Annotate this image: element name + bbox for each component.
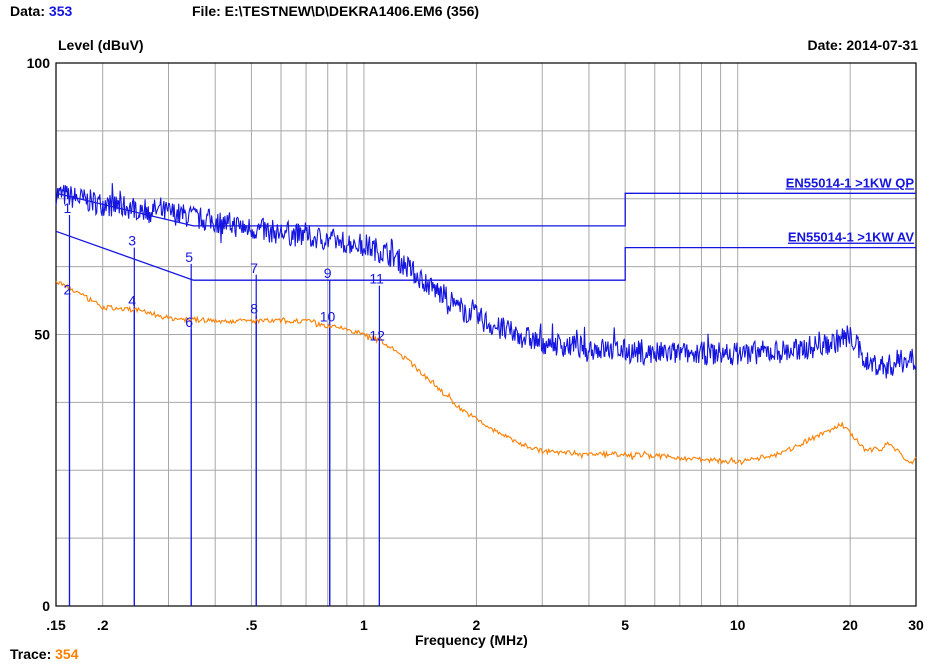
date-label: Date: 2014-07-31 xyxy=(807,37,918,53)
x-tick-label: 2 xyxy=(473,617,481,633)
marker-label-1: 1 xyxy=(63,200,71,216)
limit-line-av xyxy=(55,230,916,281)
file-name: File: E:\TESTNEW\D\DEKRA1406.EM6 (356) xyxy=(192,3,480,19)
y-tick-label: 0 xyxy=(42,598,50,614)
x-tick-label: .2 xyxy=(97,617,109,633)
marker-label-4: 4 xyxy=(128,292,136,308)
marker-label-5: 5 xyxy=(185,249,193,265)
trace-id-header: Trace: 354 xyxy=(10,646,79,662)
trace-series xyxy=(55,183,917,466)
marker-label-12: 12 xyxy=(369,328,385,344)
marker-label-8: 8 xyxy=(250,300,258,316)
limit-label-qp: EN55014-1 >1KW QP xyxy=(786,175,915,190)
marker-lines xyxy=(68,215,381,606)
x-tick-label: 1 xyxy=(360,617,368,633)
y-tick-label: 100 xyxy=(27,55,51,71)
marker-label-3: 3 xyxy=(128,233,136,249)
x-tick-label: 30 xyxy=(908,617,924,633)
x-tick-label: 5 xyxy=(621,617,629,633)
marker-label-11: 11 xyxy=(369,271,384,287)
marker-label-7: 7 xyxy=(250,260,258,276)
trace-peak xyxy=(55,183,917,379)
data-id-header: Data: 353 xyxy=(10,3,72,19)
marker-label-9: 9 xyxy=(324,265,332,281)
data-label: Data: xyxy=(10,3,46,19)
limit-label-av: EN55014-1 >1KW AV xyxy=(788,230,914,245)
x-axis-label: Frequency (MHz) xyxy=(415,632,528,648)
grid xyxy=(55,62,917,607)
y-tick-label: 50 xyxy=(34,327,50,343)
trace-average xyxy=(55,280,917,466)
trace-value: 354 xyxy=(55,646,79,662)
x-tick-label: 10 xyxy=(730,617,746,633)
data-value: 353 xyxy=(48,3,73,19)
x-tick-label: 20 xyxy=(842,617,858,633)
x-tick-label: .5 xyxy=(246,617,258,633)
x-tick-label: .15 xyxy=(46,617,66,633)
trace-label: Trace: xyxy=(10,646,52,662)
plot-frame xyxy=(55,62,917,607)
marker-label-10: 10 xyxy=(320,309,336,325)
y-axis-label: Level (dBuV) xyxy=(58,37,144,53)
marker-label-2: 2 xyxy=(63,281,71,297)
marker-label-6: 6 xyxy=(185,314,193,330)
